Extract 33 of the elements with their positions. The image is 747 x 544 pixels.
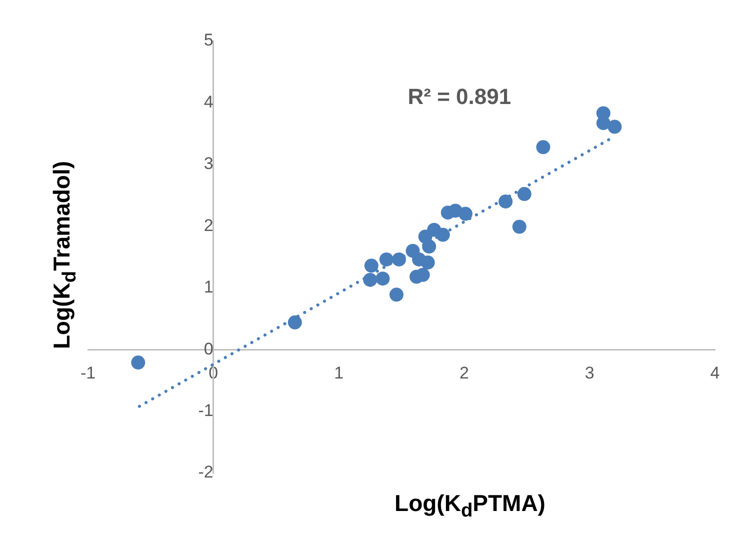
x-tick-label: 1 bbox=[334, 363, 344, 382]
y-tick-label: 4 bbox=[204, 92, 214, 112]
point bbox=[608, 120, 622, 134]
point bbox=[512, 220, 526, 234]
x-tick-label: 3 bbox=[584, 363, 594, 382]
point bbox=[389, 288, 404, 302]
point bbox=[379, 252, 394, 266]
y-tick-label: -1 bbox=[198, 400, 214, 420]
point bbox=[363, 272, 378, 287]
x-tick-label: -1 bbox=[80, 363, 96, 382]
point bbox=[288, 315, 302, 330]
point bbox=[596, 116, 610, 130]
y-tick-label: 1 bbox=[204, 278, 214, 297]
x-tick-label: 2 bbox=[459, 363, 469, 382]
point bbox=[536, 140, 550, 154]
y-tick-label: 5 bbox=[204, 30, 214, 50]
point bbox=[458, 206, 472, 221]
point bbox=[517, 187, 532, 202]
point bbox=[436, 228, 450, 242]
y-tick-label: -2 bbox=[198, 462, 214, 482]
y-tick-label: 0 bbox=[204, 339, 214, 358]
point bbox=[498, 194, 513, 208]
x-axis-title: Log(K$_{d}$PTMA) bbox=[394, 490, 546, 523]
x-tick-label: 4 bbox=[710, 363, 720, 382]
point bbox=[376, 272, 390, 286]
point bbox=[420, 256, 435, 270]
annotation: R² = 0.891 bbox=[408, 84, 512, 110]
point bbox=[392, 252, 406, 266]
y-tick-label: 2 bbox=[204, 216, 214, 235]
y-tick-label: 3 bbox=[204, 154, 214, 174]
point bbox=[131, 356, 146, 370]
point bbox=[364, 258, 378, 273]
point bbox=[422, 240, 436, 254]
